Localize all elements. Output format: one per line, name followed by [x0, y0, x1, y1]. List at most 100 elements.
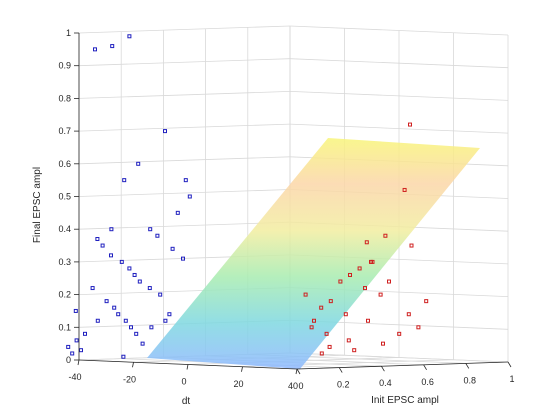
data-point [309, 325, 314, 330]
data-point [397, 331, 402, 336]
x-tick-label: 40 [288, 381, 298, 391]
z-tick-label: 0.2 [58, 290, 71, 300]
data-point [363, 286, 367, 291]
tick-mark [423, 364, 427, 371]
z-tick-label: 0.5 [58, 192, 71, 202]
data-point [122, 178, 127, 183]
z-tick-label: 0.7 [58, 126, 71, 136]
data-point [312, 318, 316, 323]
tick-mark [77, 359, 80, 366]
tick-mark [295, 368, 298, 375]
fitted-plane-surface [147, 138, 480, 369]
data-point [90, 286, 95, 291]
data-point [155, 233, 160, 238]
data-point [132, 272, 137, 277]
data-point [147, 286, 152, 291]
data-point [303, 292, 308, 297]
data-point [83, 331, 87, 336]
grid-line [78, 221, 291, 230]
data-point [109, 227, 114, 232]
data-point [175, 210, 180, 215]
data-point [352, 348, 357, 353]
data-point [116, 312, 121, 317]
z-tick-label: 0.9 [58, 61, 71, 71]
tick-mark [186, 364, 189, 370]
data-point [158, 292, 163, 297]
data-point [109, 253, 113, 258]
data-point [136, 161, 141, 166]
data-point [369, 259, 373, 264]
data-point [346, 338, 351, 343]
y-axis-label: Init EPSC ampl [371, 395, 439, 406]
data-point [121, 354, 126, 359]
tick-mark [296, 368, 301, 375]
grid-line [78, 58, 291, 67]
grid-line [78, 91, 291, 99]
data-point [406, 312, 411, 317]
grid-line [78, 156, 291, 165]
z-tick-label: 0 [66, 355, 71, 365]
z-tick-label: 0.1 [58, 322, 71, 332]
data-point [328, 299, 333, 304]
x-tick-label: 20 [233, 379, 243, 389]
data-point [338, 279, 343, 284]
tick-mark [241, 366, 243, 372]
data-point [93, 47, 97, 52]
data-point [402, 187, 407, 192]
y-tick-label: 0.8 [464, 375, 477, 385]
data-point [100, 243, 105, 248]
tick-mark [338, 367, 343, 373]
y-tick-label: 0.2 [337, 380, 350, 390]
data-point [343, 312, 348, 317]
tick-mark [507, 361, 512, 368]
data-point [112, 305, 117, 310]
data-point [148, 227, 153, 232]
z-tick-label: 1 [66, 28, 71, 38]
z-axis-label: Final EPSC ampl [32, 167, 43, 243]
axis-line [296, 361, 509, 370]
data-point [104, 299, 109, 304]
data-point [408, 122, 412, 127]
data-point [348, 272, 352, 277]
data-point [324, 331, 329, 336]
data-point [79, 348, 83, 353]
data-point [140, 341, 145, 346]
data-point [134, 331, 139, 336]
data-point [129, 325, 133, 330]
data-point [74, 338, 79, 343]
data-point [110, 44, 115, 49]
data-point [187, 194, 192, 199]
grid-line [78, 189, 291, 197]
data-point [163, 129, 167, 134]
z-tick-label: 0.8 [58, 93, 71, 103]
scatter-points [66, 34, 429, 359]
tick-mark [381, 365, 385, 372]
data-point [381, 341, 385, 346]
tick-mark [132, 362, 134, 368]
data-point [167, 312, 172, 317]
data-point [409, 243, 414, 248]
data-point [366, 318, 370, 323]
tick-mark [465, 363, 470, 369]
z-tick-label: 0.3 [58, 257, 71, 267]
data-point [70, 351, 75, 356]
data-point [127, 34, 132, 39]
y-tick-label: 0.6 [421, 377, 434, 387]
data-point [383, 233, 388, 238]
data-point [163, 318, 168, 323]
data-point [181, 256, 185, 261]
x-tick-label: -20 [123, 374, 136, 384]
data-point [137, 279, 142, 284]
y-tick-label: 0 [298, 381, 303, 391]
data-point [183, 178, 188, 183]
y-tick-label: 1 [509, 374, 514, 384]
x-axis-label: dt [182, 396, 191, 407]
data-point [387, 279, 391, 284]
data-point [66, 344, 71, 349]
data-point [327, 344, 332, 349]
data-point [119, 259, 124, 264]
data-point [357, 266, 362, 271]
data-point [364, 240, 369, 245]
fitted-plane [147, 138, 480, 369]
